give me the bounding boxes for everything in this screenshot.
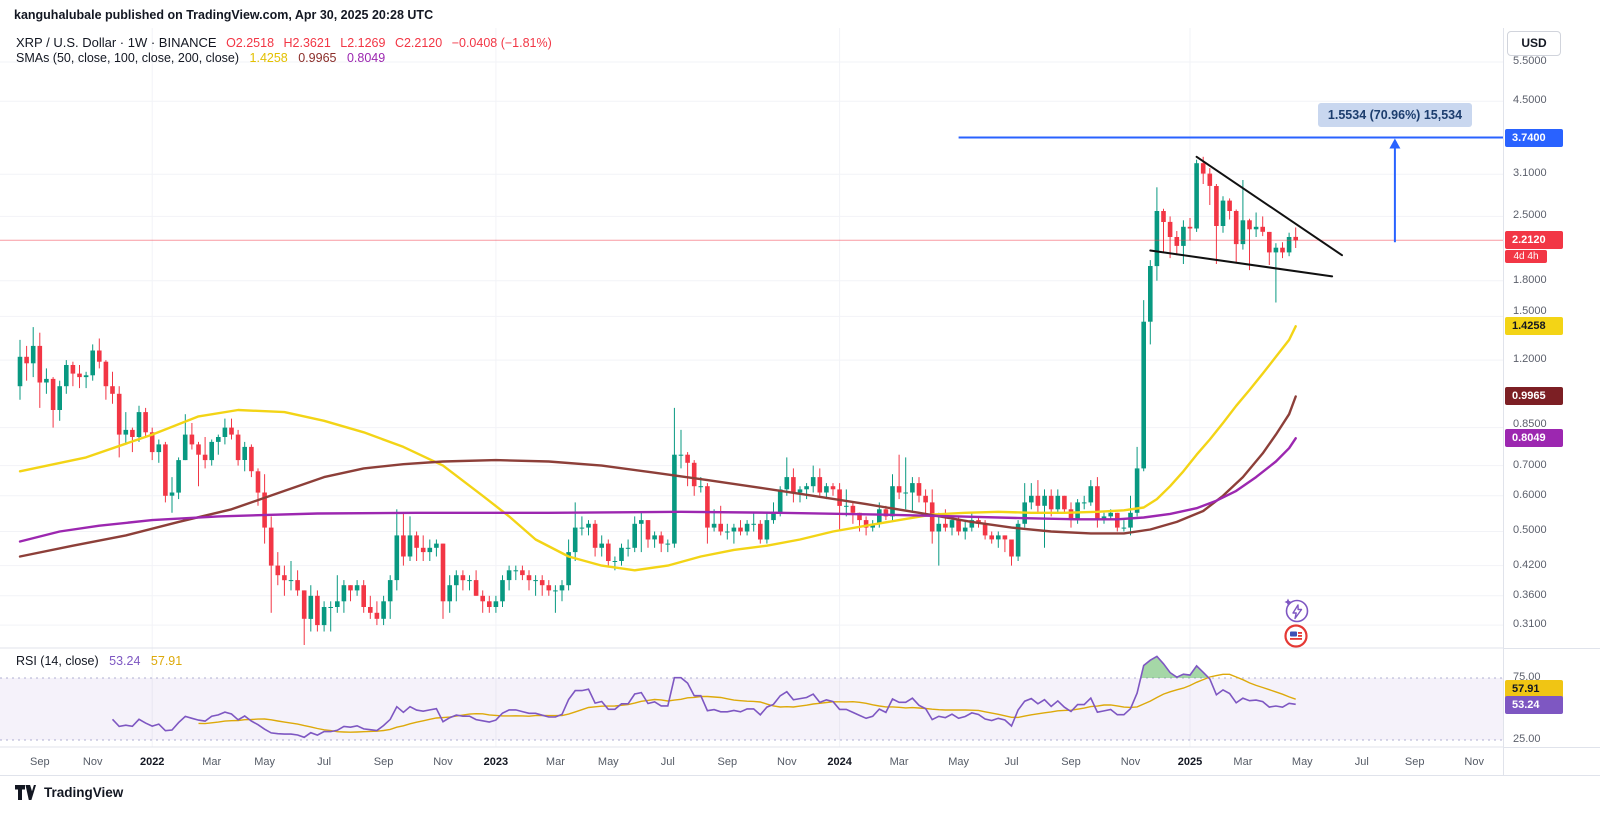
ohlc-low: L2.1269 (340, 36, 386, 50)
time-axis-label: 2024 (827, 756, 852, 768)
time-axis-label: Nov (1121, 756, 1141, 768)
publish-text: kanguhalubale published on TradingView.c… (14, 8, 434, 22)
time-axis-label: Nov (1464, 756, 1484, 768)
price-axis-badge: 1.4258 (1505, 317, 1563, 336)
chart-canvas[interactable]: Sep Nov 2022 Mar May Jul Sep Nov 2023 Mar May Jul Se… (0, 28, 1503, 775)
price-axis-badge: 2.2120 (1505, 231, 1563, 250)
price-axis-badge: 3.7400 (1505, 128, 1563, 147)
rsi-axis-label: 25.00 (1513, 733, 1541, 745)
bar-countdown-badge: 4d 4h (1505, 250, 1547, 264)
price-axis-label: 0.4200 (1513, 558, 1547, 571)
sma-legend: SMAs (50, close, 100, close, 200, close)… (16, 51, 385, 65)
time-axis-label: May (598, 756, 619, 768)
sticker-icons (1283, 597, 1313, 649)
sma50-line (18, 325, 1297, 572)
ohlc-high: H2.3621 (283, 36, 331, 50)
lightning-sparkle-icon (1283, 597, 1309, 623)
price-axis-label: 0.7000 (1513, 458, 1547, 471)
ohlc-change: −0.0408 (−1.81%) (451, 36, 552, 50)
sma50-value: 1.4258 (249, 51, 288, 65)
symbol-legend: XRP / U.S. Dollar · 1W · BINANCE O2.2518… (16, 35, 552, 50)
time-axis-label: Sep (30, 756, 50, 768)
price-axis-label: 1.5000 (1513, 305, 1547, 318)
measure-arrow-head (1389, 138, 1401, 149)
price-axis-badge: 0.9965 (1505, 387, 1563, 406)
sma100-value: 0.9965 (298, 51, 337, 65)
price-axis-badge: 0.8049 (1505, 429, 1563, 448)
time-axis-label: Sep (1405, 756, 1425, 768)
sma100-line (18, 395, 1297, 558)
price-axis-label: 0.3100 (1513, 618, 1547, 631)
price-axis-label: 0.3600 (1513, 588, 1547, 601)
rsi-ma-value: 57.91 (150, 654, 183, 668)
rsi-legend: RSI (14, close) 53.24 57.91 (16, 654, 182, 668)
time-axis-label: Jul (317, 756, 331, 768)
time-axis[interactable] (0, 747, 1503, 775)
currency-button[interactable]: USD (1507, 31, 1561, 56)
time-axis-label: Nov (433, 756, 453, 768)
time-axis-label: Nov (83, 756, 103, 768)
time-axis-label: Mar (890, 756, 909, 768)
time-axis-label: Jul (661, 756, 675, 768)
footer: TradingView (0, 775, 1600, 820)
time-axis-label: May (948, 756, 969, 768)
time-axis-label: 2022 (140, 756, 164, 768)
time-axis-label: Mar (1233, 756, 1252, 768)
axis-separator (1504, 648, 1600, 649)
time-axis-label: May (254, 756, 275, 768)
ohlc-close: C2.2120 (394, 36, 443, 50)
price-axis-label: 0.8500 (1513, 417, 1547, 430)
rsi-ma-line (198, 673, 1296, 733)
time-axis-label: 2025 (1178, 756, 1202, 768)
price-axis[interactable]: USD 5.5000 4.5000 3.1000 2.5000 1.8000 1.5000… (1503, 28, 1600, 775)
rsi-line (111, 655, 1296, 739)
price-range-measure-label[interactable]: 1.5534 (70.96%) 15,534 (1318, 103, 1472, 127)
time-axis-label: Sep (718, 756, 738, 768)
price-axis-label: 4.5000 (1513, 94, 1547, 107)
time-axis-label: 2023 (484, 756, 508, 768)
axis-separator (1504, 747, 1600, 748)
symbol-title[interactable]: XRP / U.S. Dollar · 1W · BINANCE (16, 35, 217, 50)
candles-layer (17, 156, 1298, 645)
time-axis-label: Sep (374, 756, 394, 768)
ohlc-open: O2.2518 (226, 36, 275, 50)
flag-roundel-icon (1283, 623, 1309, 649)
price-axis-label: 3.1000 (1513, 167, 1547, 180)
rsi-value: 53.24 (109, 654, 141, 668)
time-axis-label: Mar (202, 756, 221, 768)
sma200-line (18, 437, 1297, 543)
time-axis-label: May (1292, 756, 1313, 768)
trendline (1149, 249, 1334, 278)
rsi-ma-axis-badge: 57.91 (1505, 680, 1563, 699)
time-axis-label: Nov (777, 756, 797, 768)
sma200-value: 0.8049 (346, 51, 386, 65)
tradingview-logo[interactable] (14, 784, 36, 802)
time-axis-label: Jul (1355, 756, 1369, 768)
price-axis-label: 1.8000 (1513, 273, 1547, 286)
time-axis-label: Jul (1004, 756, 1018, 768)
time-axis-label: Mar (546, 756, 565, 768)
trendline (1195, 155, 1343, 257)
rsi-axis-badge: 53.24 (1505, 695, 1563, 714)
time-axis-label: Sep (1061, 756, 1081, 768)
tradingview-brand[interactable]: TradingView (44, 785, 124, 800)
publish-bar: kanguhalubale published on TradingView.c… (0, 0, 1600, 28)
price-axis-label: 1.2000 (1513, 353, 1547, 366)
sma-legend-title[interactable]: SMAs (50, close, 100, close, 200, close) (16, 51, 240, 65)
price-axis-label: 0.6000 (1513, 488, 1547, 501)
price-axis-label: 5.5000 (1513, 55, 1547, 68)
rsi-axis-label: 75.00 (1513, 671, 1541, 683)
price-axis-label: 2.5000 (1513, 209, 1547, 222)
price-axis-label: 0.5000 (1513, 524, 1547, 537)
rsi-legend-title[interactable]: RSI (14, close) (16, 654, 99, 668)
